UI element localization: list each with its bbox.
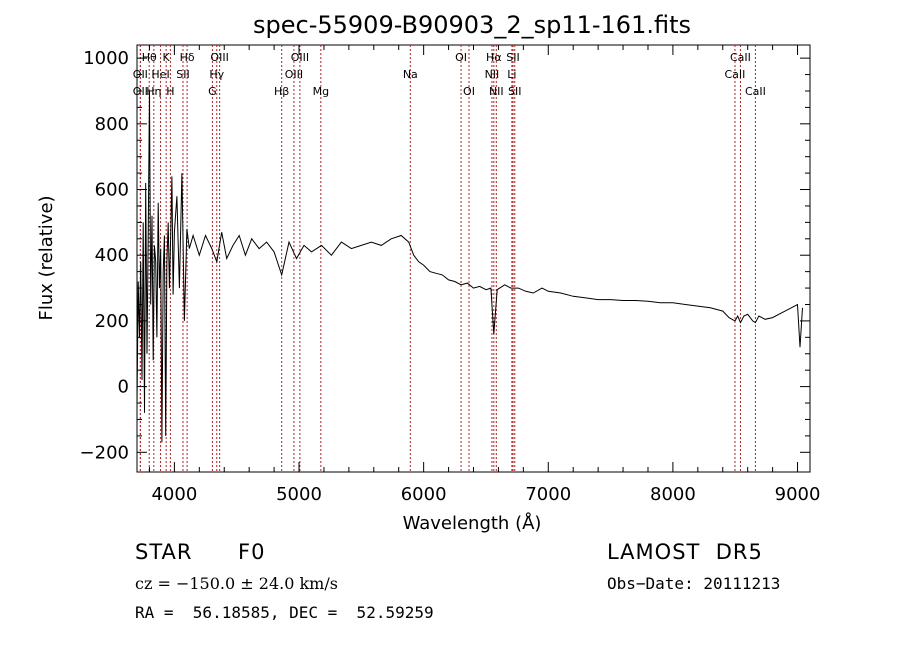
line-label-14: OIII: [285, 68, 303, 81]
x-tick-label: 6000: [401, 484, 447, 505]
y-tick-label: 1000: [83, 48, 129, 69]
y-axis-label: Flux (relative): [36, 195, 57, 320]
redshift-velocity: cz = −150.0 ± 24.0 km/s: [135, 574, 338, 593]
line-label-17: OI: [455, 51, 467, 64]
line-label-12: Hβ: [274, 85, 289, 98]
spectrum-line: [136, 90, 803, 443]
y-axis: −200 0 200 400 600 800 1000: [80, 48, 810, 463]
x-tick-label: 9000: [775, 484, 821, 505]
line-label-0: Hθ: [142, 51, 157, 64]
x-tick-label: 8000: [650, 484, 696, 505]
observation-date: Obs−Date: 20111213: [607, 574, 781, 593]
y-tick-label: 600: [95, 180, 129, 201]
line-label-26: CaII: [725, 68, 746, 81]
x-tick-label: 4000: [151, 484, 197, 505]
plot-frame: [136, 44, 811, 473]
line-label-23: Li: [507, 68, 516, 81]
line-label-3: Hη: [146, 85, 161, 98]
line-label-6: H: [166, 85, 174, 98]
line-label-11: G: [208, 85, 217, 98]
survey-name: LAMOST DR5: [607, 540, 763, 564]
line-label-19: Hα: [486, 51, 502, 64]
y-tick-label: 200: [95, 311, 129, 332]
line-label-20: NII: [485, 68, 500, 81]
line-label-18: OI: [463, 85, 475, 98]
line-label-13: OIII: [291, 51, 309, 64]
coordinates: RA = 56.18585, DEC = 52.59259: [135, 603, 434, 622]
line-label-2: OII: [133, 85, 148, 98]
y-tick-label: 0: [118, 377, 129, 398]
y-tick-label: −200: [80, 442, 129, 463]
line-label-24: SII: [508, 85, 521, 98]
object-subclass: F0: [238, 540, 266, 564]
line-label-21: NII: [489, 85, 504, 98]
line-label-25: CaII: [730, 51, 751, 64]
line-label-10: Hγ: [209, 68, 224, 81]
line-label-22: SII: [506, 51, 519, 64]
line-label-27: CaII: [745, 85, 766, 98]
line-label-7: Hδ: [180, 51, 195, 64]
line-label-4: K: [163, 51, 171, 64]
y-tick-label: 800: [95, 114, 129, 135]
line-label-9: OIII: [210, 51, 228, 64]
x-axis: 4000 5000 6000 7000 8000 9000: [148, 45, 821, 505]
object-class: STAR: [135, 540, 193, 564]
y-tick-label: 400: [95, 245, 129, 266]
line-label-15: Mg: [313, 85, 329, 98]
x-axis-label: Wavelength (Å): [403, 512, 542, 534]
chart-title: spec-55909-B90903_2_sp11-161.fits: [253, 11, 691, 39]
line-label-16: Na: [403, 68, 418, 81]
x-tick-label: 7000: [525, 484, 571, 505]
line-label-8: SII: [176, 68, 189, 81]
line-label-5: HeI: [151, 68, 169, 81]
spectral-line-markers: [139, 45, 756, 472]
x-tick-label: 5000: [276, 484, 322, 505]
